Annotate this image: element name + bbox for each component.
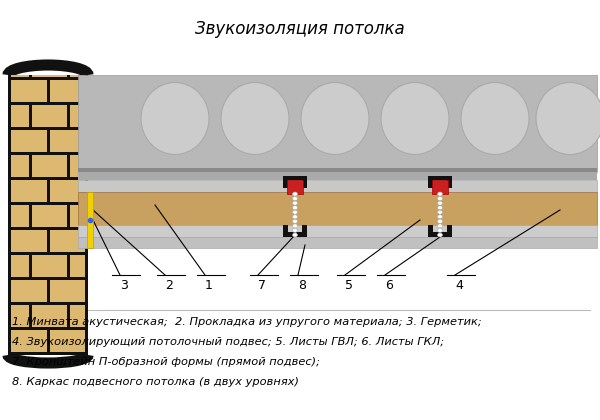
Bar (11, 105, 29, 127)
Bar (32, 105, 67, 127)
Bar (428, 178, 433, 188)
Bar (283, 178, 288, 188)
Bar (11, 305, 29, 327)
Bar (8, 75, 88, 355)
Bar (70, 75, 85, 77)
Bar (11, 180, 47, 202)
Bar (428, 176, 452, 180)
Text: 5: 5 (345, 279, 353, 292)
Bar (32, 205, 67, 227)
Text: 4: 4 (455, 279, 463, 292)
Bar (32, 305, 67, 327)
Bar (78, 75, 597, 172)
Text: 4. Звукоизолирующий потолочный подвес; 5. Листы ГВЛ; 6. Листы ГКЛ;: 4. Звукоизолирующий потолочный подвес; 5… (12, 337, 444, 347)
Ellipse shape (437, 219, 443, 223)
Ellipse shape (293, 219, 298, 223)
Bar (11, 205, 29, 227)
Ellipse shape (381, 82, 449, 155)
Bar (78, 192, 597, 225)
Bar (11, 330, 47, 352)
Text: 8. Каркас подвесного потолка (в двух уровнях): 8. Каркас подвесного потолка (в двух уро… (12, 377, 299, 387)
Ellipse shape (293, 233, 298, 237)
Bar (11, 80, 47, 102)
Bar (11, 255, 29, 277)
Bar (70, 205, 85, 227)
Text: 6: 6 (385, 279, 393, 292)
Ellipse shape (141, 82, 209, 155)
Ellipse shape (293, 210, 298, 214)
Ellipse shape (437, 215, 443, 219)
Bar (287, 180, 303, 194)
Ellipse shape (437, 224, 443, 228)
Bar (32, 75, 67, 77)
Text: 1. Минвата акустическая;  2. Прокладка из упругого материала; 3. Герметик;: 1. Минвата акустическая; 2. Прокладка из… (12, 317, 482, 327)
Ellipse shape (293, 197, 298, 201)
Text: 1: 1 (205, 279, 213, 292)
Text: 3: 3 (120, 279, 128, 292)
Ellipse shape (293, 192, 298, 196)
Bar (428, 232, 452, 237)
Ellipse shape (437, 233, 443, 237)
Ellipse shape (437, 206, 443, 210)
Ellipse shape (301, 82, 369, 155)
Bar (283, 225, 288, 237)
Bar (49, 130, 85, 152)
Bar (11, 155, 29, 177)
Bar (32, 155, 67, 177)
Bar (70, 305, 85, 327)
Ellipse shape (437, 192, 443, 196)
Bar (49, 280, 85, 302)
Bar (78, 168, 597, 172)
Bar (11, 75, 29, 77)
Bar (428, 225, 433, 237)
Bar (70, 105, 85, 127)
Ellipse shape (293, 215, 298, 219)
Bar (78, 180, 597, 192)
Bar (49, 180, 85, 202)
Ellipse shape (437, 210, 443, 214)
Bar (49, 230, 85, 252)
Text: 2: 2 (165, 279, 173, 292)
Ellipse shape (221, 82, 289, 155)
Bar (283, 176, 307, 180)
Bar (78, 237, 597, 248)
Bar (78, 225, 597, 237)
Bar (78, 172, 597, 180)
Text: 8: 8 (298, 279, 306, 292)
Bar (283, 232, 307, 237)
Ellipse shape (437, 228, 443, 232)
Bar (49, 330, 85, 352)
Ellipse shape (536, 82, 600, 155)
Bar (302, 178, 307, 188)
Bar (447, 178, 452, 188)
Ellipse shape (293, 206, 298, 210)
Ellipse shape (293, 228, 298, 232)
Ellipse shape (437, 201, 443, 205)
Bar (302, 225, 307, 237)
Bar (11, 130, 47, 152)
Bar (49, 80, 85, 102)
Text: 7: 7 (258, 279, 266, 292)
Ellipse shape (437, 197, 443, 201)
Text: Звукоизоляция потолка: Звукоизоляция потолка (195, 20, 405, 38)
Bar (70, 155, 85, 177)
Bar (447, 225, 452, 237)
Bar (432, 180, 448, 194)
Bar (32, 255, 67, 277)
Bar (87, 192, 93, 248)
Ellipse shape (293, 201, 298, 205)
Text: 7. Кронштейн П-образной формы (прямой подвес);: 7. Кронштейн П-образной формы (прямой по… (12, 357, 320, 367)
Bar (70, 255, 85, 277)
Ellipse shape (293, 224, 298, 228)
Bar (11, 230, 47, 252)
Ellipse shape (461, 82, 529, 155)
Bar (11, 280, 47, 302)
